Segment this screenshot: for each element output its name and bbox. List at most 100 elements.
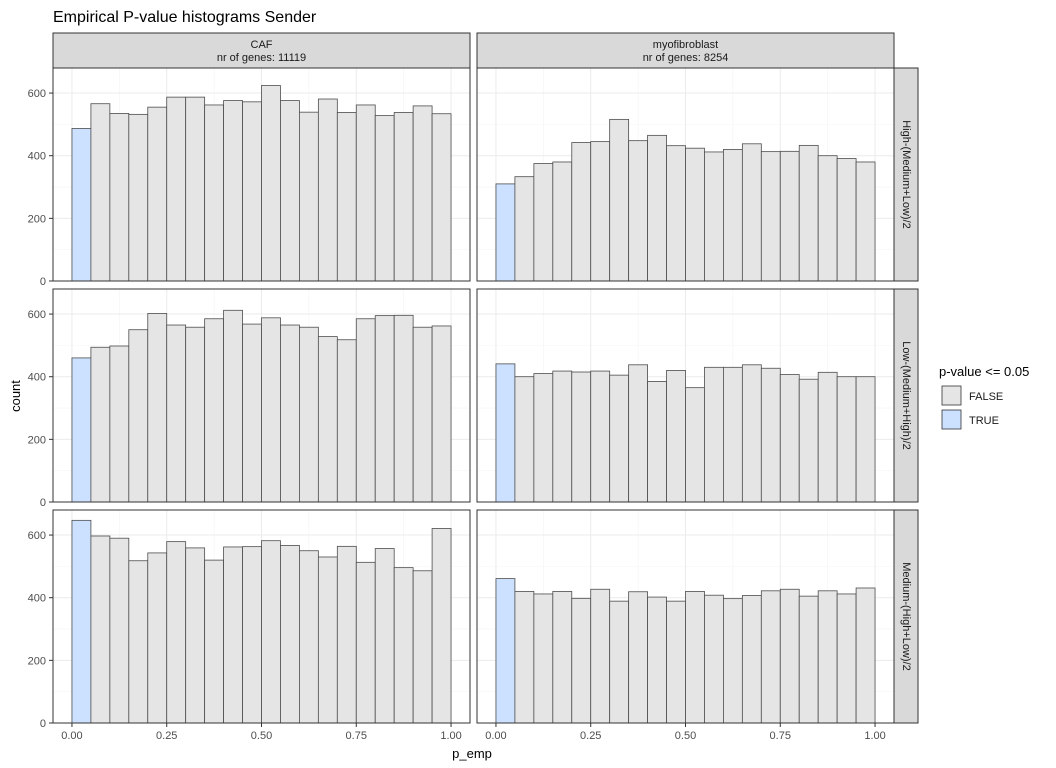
histogram-bar: [374, 315, 395, 503]
histogram-bar: [71, 357, 92, 503]
histogram-bar: [128, 113, 149, 282]
histogram-bar: [741, 364, 762, 503]
histogram-bar: [374, 115, 395, 282]
histogram-bar: [128, 329, 149, 503]
y-tick-label: 200: [28, 434, 46, 446]
x-tick-label: 0.25: [580, 730, 601, 742]
histogram-bar: [223, 546, 243, 724]
histogram-bar: [374, 548, 395, 724]
histogram-bar: [836, 593, 857, 724]
histogram-bar: [685, 387, 705, 503]
legend-label-false: FALSE: [969, 391, 1003, 403]
histogram-bar: [628, 364, 648, 503]
histogram-bar: [552, 370, 573, 503]
histogram-bar: [647, 134, 667, 282]
histogram-bar: [590, 141, 611, 282]
histogram-bar: [571, 371, 592, 503]
histogram-bar: [779, 150, 800, 282]
histogram-bar: [204, 559, 224, 724]
histogram-bar: [412, 105, 433, 282]
column-strip-box: [476, 32, 895, 69]
y-tick-label: 0: [40, 718, 46, 730]
histogram-bar: [666, 145, 686, 282]
histogram-bar: [355, 561, 376, 724]
histogram-bar: [412, 570, 433, 724]
histogram-bar: [760, 151, 781, 282]
histogram-bar: [666, 370, 686, 503]
panel-border: [52, 288, 471, 503]
panel-myofibroblast-low-medium-high-2: [476, 288, 895, 503]
x-tick-label: 0.00: [61, 730, 82, 742]
histogram-bar: [666, 600, 686, 724]
y-tick-label: 600: [28, 88, 46, 100]
x-tick-label: 0.00: [485, 730, 506, 742]
y-tick-label: 400: [28, 372, 46, 384]
histogram-bar: [855, 587, 876, 724]
histogram-bar: [798, 378, 819, 503]
histogram-bar: [393, 112, 414, 282]
histogram-bar: [647, 596, 667, 724]
row-strip-label: Medium-(High+Low)/2: [900, 562, 912, 671]
histogram-bar: [741, 143, 762, 282]
histogram-bar: [855, 376, 876, 503]
y-tick-label: 400: [28, 151, 46, 163]
histogram-bar: [242, 323, 262, 503]
histogram-bar: [723, 598, 743, 724]
histogram-bar: [166, 324, 187, 503]
y-axis-title: count: [8, 380, 23, 412]
histogram-bar: [552, 161, 573, 282]
histogram-bar: [431, 113, 452, 282]
histogram-bar: [355, 104, 376, 282]
x-tick-label: 1.00: [440, 730, 461, 742]
histogram-bar: [495, 578, 516, 724]
histogram-bar: [609, 600, 630, 724]
histogram-bar: [628, 140, 648, 282]
histogram-bar: [185, 547, 206, 724]
x-tick-label: 0.25: [156, 730, 177, 742]
histogram-bar: [817, 155, 838, 282]
panel-border: [476, 67, 895, 282]
histogram-bar: [280, 324, 300, 503]
histogram-bar: [514, 591, 535, 724]
histogram-bar: [647, 381, 667, 503]
histogram-bar: [109, 537, 130, 724]
histogram-bar: [147, 313, 168, 503]
legend-label-true: TRUE: [969, 415, 999, 427]
histogram-bar: [336, 545, 357, 724]
panel-myofibroblast-high-medium-low-2: [476, 67, 895, 282]
row-strip-box: [893, 288, 919, 503]
panel-caf-medium-high-low-2: 0 200 400 600 0.00 0.25 0.50 0.75 1.00: [28, 509, 471, 742]
x-tick-label: 0.50: [251, 730, 272, 742]
legend-key-true: [941, 409, 962, 430]
histogram-bar: [317, 556, 338, 724]
histogram-bar: [533, 593, 554, 724]
legend: p-value <= 0.05 FALSE TRUE: [939, 364, 1029, 430]
histogram-bar: [817, 590, 838, 724]
histogram-bar: [147, 552, 168, 724]
histogram-bar: [704, 151, 724, 282]
histogram-bar: [628, 591, 648, 724]
row-strip-medium-high-low-2: Medium-(High+Low)/2: [893, 509, 919, 724]
histogram-bar: [336, 339, 357, 503]
histogram-bar: [741, 595, 762, 724]
row-strip-box: [893, 67, 919, 282]
histogram-bar: [609, 374, 630, 503]
row-strip-low-medium-high-2: Low-(Medium+High)/2: [893, 288, 919, 503]
histogram-bar: [185, 326, 206, 503]
y-tick-label: 400: [28, 593, 46, 605]
y-tick-label: 600: [28, 530, 46, 542]
histogram-bar: [685, 147, 705, 282]
histogram-bar: [798, 595, 819, 724]
row-strip-box: [893, 509, 919, 724]
legend-key-false: [941, 385, 962, 406]
histogram-bar: [431, 325, 452, 503]
row-strip-label: Low-(Medium+High)/2: [900, 341, 912, 450]
panel-border: [52, 67, 471, 282]
histogram-bar: [393, 567, 414, 724]
row-strip-high-medium-low-2: High-(Medium+Low)/2: [893, 67, 919, 282]
column-strip-sublabel: nr of genes: 8254: [643, 52, 729, 64]
histogram-bar: [495, 183, 516, 282]
histogram-bar: [817, 371, 838, 503]
histogram-bar: [204, 318, 224, 503]
